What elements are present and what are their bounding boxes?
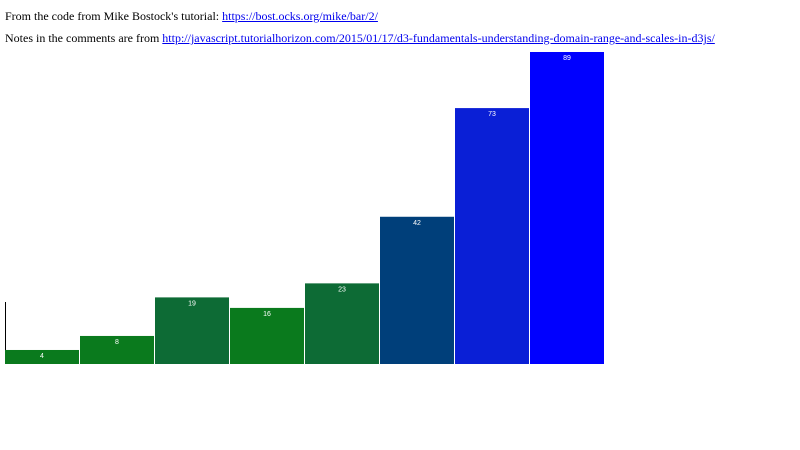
bar-6 (380, 216, 454, 364)
bar-2 (80, 335, 154, 364)
bar-4 (230, 307, 304, 364)
bar-7 (455, 108, 529, 364)
bar-label-4: 16 (263, 311, 271, 318)
bars-group: 4 8 19 16 23 42 73 89 (5, 52, 604, 364)
bar-3 (155, 297, 229, 364)
intro-text-2: Notes in the comments are from (5, 31, 163, 45)
intro-text-1: From the code from Mike Bostock's tutori… (5, 9, 223, 23)
bar-label-8: 89 (563, 55, 571, 62)
notes-link[interactable]: http://javascript.tutorialhorizon.com/20… (162, 31, 715, 45)
bar-label-5: 23 (338, 286, 346, 293)
bar-5 (305, 283, 379, 364)
bar-label-3: 19 (188, 300, 196, 307)
bar-label-2: 8 (115, 339, 119, 346)
bar-8 (530, 52, 604, 364)
bar-label-7: 73 (488, 111, 496, 118)
bar-1 (5, 349, 79, 364)
bar-label-1: 4 (40, 353, 44, 360)
intro-line-1: From the code from Mike Bostock's tutori… (5, 9, 378, 23)
bar-label-6: 42 (413, 220, 421, 227)
intro-line-2: Notes in the comments are from http://ja… (5, 31, 715, 45)
tutorial-link[interactable]: https://bost.ocks.org/mike/bar/2/ (222, 9, 378, 23)
